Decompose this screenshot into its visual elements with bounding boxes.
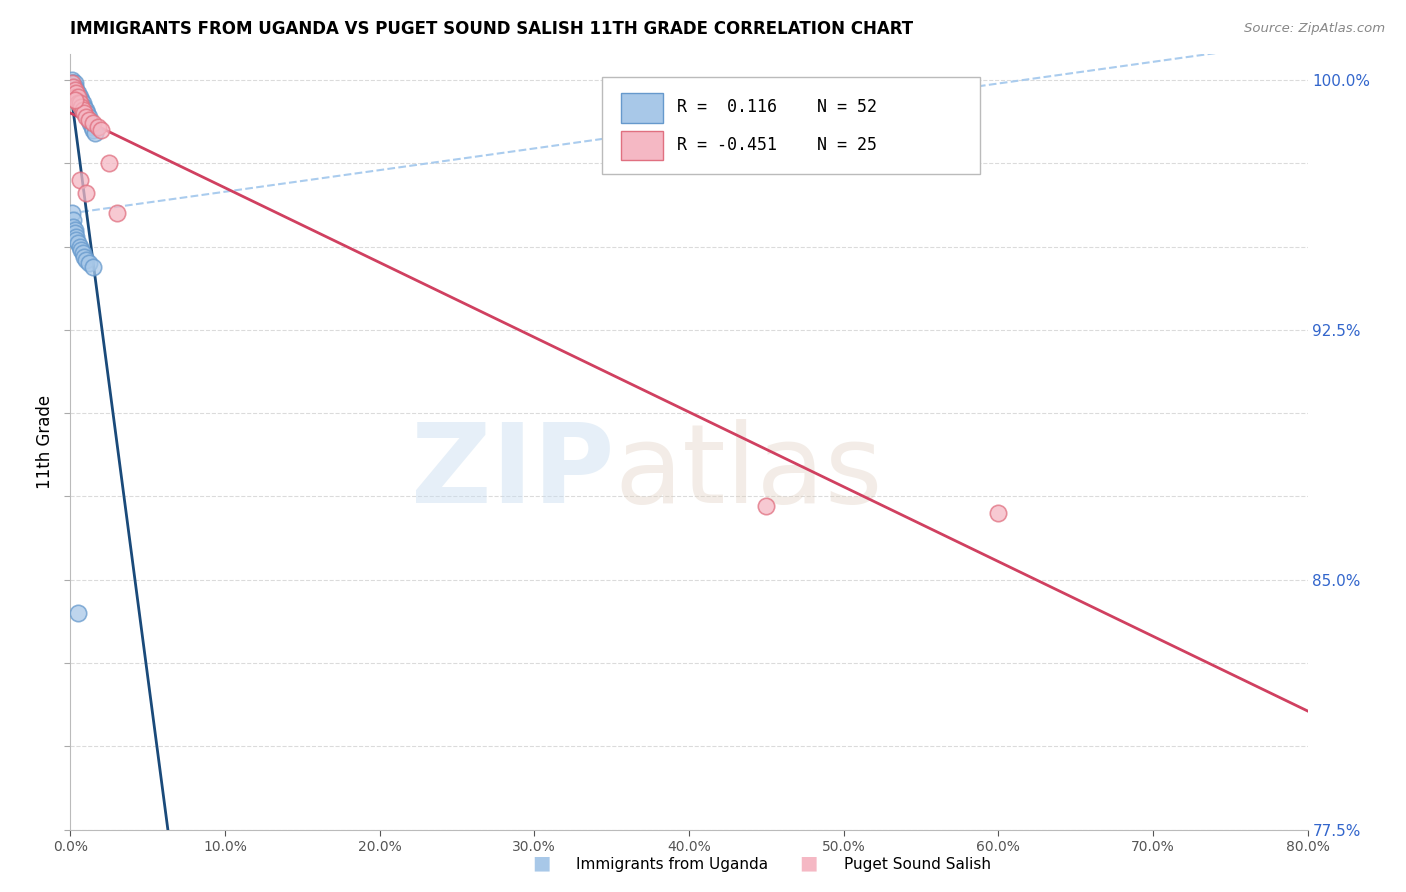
Point (62, 87, 84, 101)
Point (77, 113, 100, 128)
Point (70, 96, 93, 111)
Point (76, 106, 98, 120)
Point (62, 77, 84, 91)
Point (67, 236, 90, 251)
Point (77, 256, 100, 270)
Point (755, 500, 778, 514)
Point (73, 100, 96, 114)
Point (67, 90, 90, 104)
Point (73, 106, 96, 120)
Point (82, 123, 105, 137)
Point (79, 116, 101, 130)
Point (60, 77, 83, 91)
Point (63, 90, 86, 104)
Text: R =  0.116    N = 52: R = 0.116 N = 52 (676, 98, 876, 117)
Text: R = -0.451    N = 25: R = -0.451 N = 25 (676, 136, 876, 154)
Point (75, 106, 97, 120)
Point (84, 127, 107, 141)
Point (75, 103, 97, 117)
Point (98, 156, 120, 170)
Point (80, 120, 103, 134)
Point (60, 77, 83, 91)
Point (73, 103, 96, 117)
Point (67, 90, 90, 104)
Point (69, 96, 91, 111)
Point (67, 93, 90, 107)
Point (69, 173, 91, 187)
Point (72, 246, 94, 260)
Text: ZIP: ZIP (412, 419, 614, 526)
Point (63, 223, 86, 237)
Point (987, 506, 1010, 520)
Point (69, 93, 91, 107)
Point (69, 96, 91, 111)
Point (67, 606, 90, 620)
Point (62, 79, 84, 94)
Point (62, 213, 84, 227)
Point (77, 113, 100, 128)
Point (63, 83, 86, 97)
Point (72, 96, 94, 111)
Point (72, 100, 94, 114)
Point (65, 83, 87, 97)
Point (65, 90, 87, 104)
Point (70, 93, 93, 107)
Point (62, 79, 84, 94)
Point (65, 87, 87, 101)
FancyBboxPatch shape (621, 131, 664, 161)
Point (60, 73, 83, 87)
Point (65, 87, 87, 101)
Point (82, 260, 105, 274)
Point (73, 250, 96, 264)
Point (63, 79, 86, 94)
Text: IMMIGRANTS FROM UGANDA VS PUGET SOUND SALISH 11TH GRADE CORRELATION CHART: IMMIGRANTS FROM UGANDA VS PUGET SOUND SA… (70, 21, 914, 38)
Point (75, 253, 97, 268)
Point (75, 186, 97, 201)
Point (72, 103, 94, 117)
Text: Puget Sound Salish: Puget Sound Salish (844, 857, 991, 872)
Point (69, 240, 91, 254)
Text: ■: ■ (531, 854, 551, 872)
Point (63, 93, 86, 107)
Point (70, 100, 93, 114)
Point (77, 110, 100, 124)
FancyBboxPatch shape (621, 94, 664, 123)
Text: Source: ZipAtlas.com: Source: ZipAtlas.com (1244, 22, 1385, 36)
Point (63, 83, 86, 97)
Point (105, 206, 128, 220)
Point (70, 100, 93, 114)
Point (67, 87, 90, 101)
Point (82, 116, 105, 130)
Text: ■: ■ (799, 854, 818, 872)
Point (90, 123, 112, 137)
Point (70, 243, 93, 257)
Point (87, 120, 110, 134)
Point (65, 233, 87, 247)
Point (65, 93, 87, 107)
FancyBboxPatch shape (602, 77, 980, 174)
Text: Immigrants from Uganda: Immigrants from Uganda (576, 857, 769, 872)
Point (75, 110, 97, 124)
Point (65, 229, 87, 244)
Point (63, 227, 86, 241)
Point (69, 90, 91, 104)
Y-axis label: 11th Grade: 11th Grade (35, 394, 53, 489)
Point (63, 87, 86, 101)
Point (60, 206, 83, 220)
Point (62, 83, 84, 97)
Point (62, 219, 84, 234)
Text: atlas: atlas (614, 419, 883, 526)
Point (63, 77, 86, 91)
Point (72, 103, 94, 117)
Point (67, 96, 90, 111)
